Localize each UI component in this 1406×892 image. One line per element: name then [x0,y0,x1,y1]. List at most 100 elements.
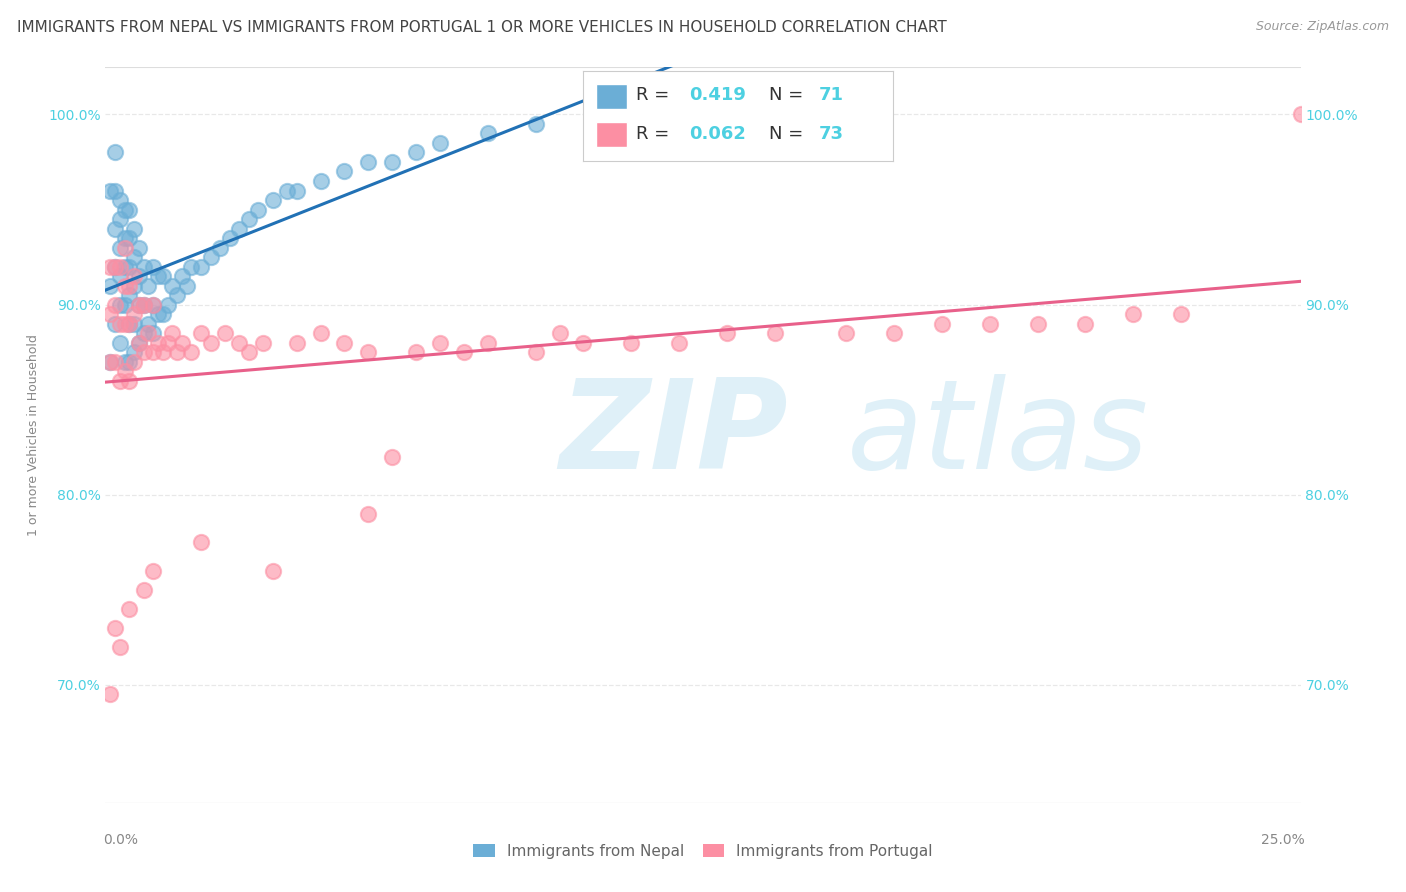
Point [108,212,131,227]
Point [357,345,380,359]
Point [170,268,193,283]
Point [132,345,155,359]
Point [108,640,131,654]
Point [190,326,212,340]
Point [142,260,165,274]
Point [118,602,141,616]
Point [128,297,150,311]
Point [108,317,131,331]
Point [190,260,212,274]
Text: IMMIGRANTS FROM NEPAL VS IMMIGRANTS FROM PORTUGAL 1 OR MORE VEHICLES IN HOUSEHOL: IMMIGRANTS FROM NEPAL VS IMMIGRANTS FROM… [17,20,946,35]
Point [108,260,131,274]
Point [114,297,136,311]
Point [142,326,165,340]
Point [200,250,222,264]
Point [620,335,643,350]
Point [200,335,222,350]
Point [309,326,332,340]
Point [132,326,155,340]
Point [122,354,145,368]
Point [156,297,179,311]
Point [132,297,155,311]
Point [108,335,131,350]
Point [114,202,136,217]
Point [118,317,141,331]
Point [214,326,236,340]
Point [644,107,666,121]
Point [118,278,141,293]
Point [931,317,953,331]
Point [128,335,150,350]
Bar [596,84,627,109]
Point [98,278,121,293]
Point [128,297,150,311]
Bar [596,122,627,147]
Point [152,268,174,283]
Point [357,155,380,169]
Point [429,335,451,350]
Point [142,564,165,578]
Point [180,260,202,274]
Point [166,345,188,359]
Point [98,184,121,198]
Point [132,297,155,311]
Point [98,687,121,701]
Point [357,507,380,521]
Point [979,317,1001,331]
Point [333,335,356,350]
Point [453,345,475,359]
Point [252,335,274,350]
Point [835,326,858,340]
Point [429,136,451,150]
Point [146,335,169,350]
Point [122,268,145,283]
Point [104,221,127,235]
Point [128,241,150,255]
Point [104,145,127,160]
Point [98,260,121,274]
Y-axis label: 1 or more Vehicles in Household: 1 or more Vehicles in Household [27,334,39,536]
Text: R =: R = [636,125,669,143]
Point [1122,307,1144,321]
Point [138,317,160,331]
Text: N =: N = [769,87,803,104]
Point [142,345,165,359]
Point [98,354,121,368]
Point [122,250,145,264]
Point [477,335,499,350]
Point [166,288,188,302]
Text: N =: N = [769,125,803,143]
Point [114,278,136,293]
Point [190,535,212,549]
Point [128,268,150,283]
Point [118,317,141,331]
Point [118,260,141,274]
Point [381,450,404,464]
Point [132,260,155,274]
Point [405,145,427,160]
Point [142,297,165,311]
Legend: Immigrants from Nepal, Immigrants from Portugal: Immigrants from Nepal, Immigrants from P… [467,838,939,865]
Text: 0.0%: 0.0% [103,833,138,847]
Point [162,278,184,293]
Point [152,345,174,359]
Point [228,335,250,350]
Point [114,260,136,274]
Text: atlas: atlas [846,375,1149,495]
Point [176,278,198,293]
Point [98,354,121,368]
Point [262,193,284,207]
Text: 71: 71 [818,87,844,104]
Text: 0.419: 0.419 [689,87,745,104]
Point [118,231,141,245]
Point [104,297,127,311]
Point [118,202,141,217]
Point [146,307,169,321]
Point [228,221,250,235]
Point [1170,307,1192,321]
Point [122,221,145,235]
Point [524,345,547,359]
Point [381,155,404,169]
Point [114,354,136,368]
Point [238,345,260,359]
